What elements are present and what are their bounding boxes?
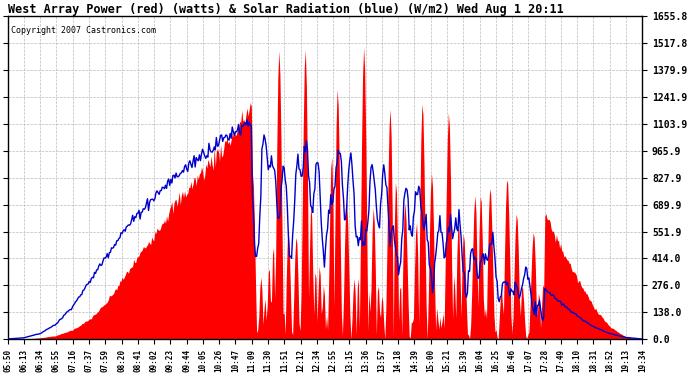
Text: West Array Power (red) (watts) & Solar Radiation (blue) (W/m2) Wed Aug 1 20:11: West Array Power (red) (watts) & Solar R… — [8, 3, 564, 16]
Text: Copyright 2007 Castronics.com: Copyright 2007 Castronics.com — [11, 26, 156, 34]
